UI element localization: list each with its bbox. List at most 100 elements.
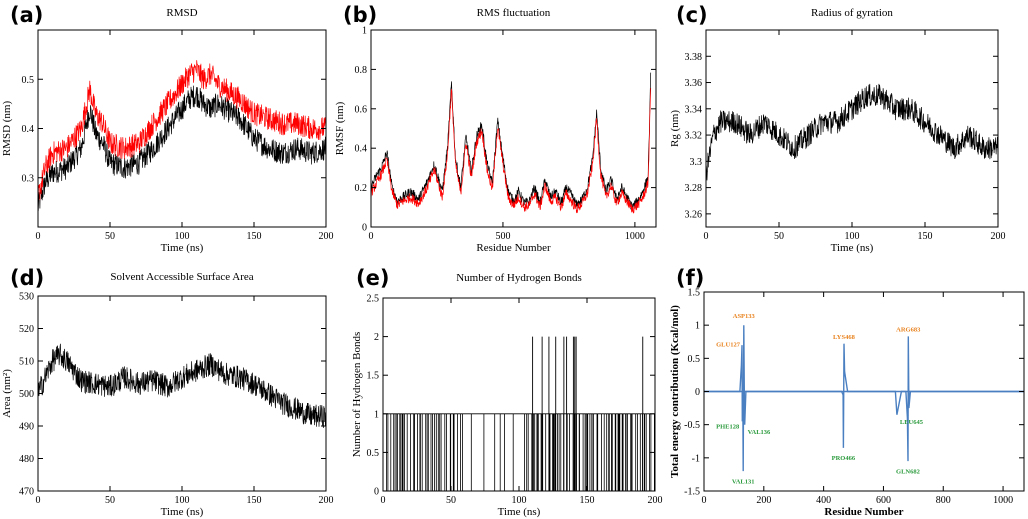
y-tick-label: 3.26	[685, 209, 703, 220]
y-tick-label: 510	[19, 357, 34, 368]
hbond-lines	[386, 413, 655, 491]
plot-area	[38, 343, 326, 428]
y-tick-label: 500	[19, 389, 34, 400]
y-tick-label: 2	[374, 332, 379, 343]
y-tick-label: 490	[19, 422, 34, 433]
chart-title: Solvent Accessible Surface Area	[110, 271, 253, 283]
residue-annotation: GLN682	[896, 468, 920, 475]
chart-title: Number of Hydrogen Bonds	[456, 272, 582, 284]
y-tick-label: 470	[19, 487, 34, 498]
residue-annotation: GLU127	[716, 342, 741, 349]
x-axis-label: Residue Number	[476, 242, 551, 254]
y-tick-label: 520	[19, 324, 34, 335]
panel-c: (c) Radius of gyration 0 50 100 150 200 3.26 3.2…	[669, 3, 1006, 254]
series-line-1	[38, 60, 326, 201]
residue-annotation: ASP133	[733, 313, 756, 320]
residue-annotation: PHE128	[716, 424, 740, 431]
x-tick-label: 50	[105, 231, 115, 242]
y-tick-label: 3.36	[685, 78, 703, 89]
x-tick-label: 200	[319, 495, 334, 506]
residue-annotation: ARG683	[896, 326, 921, 333]
y-tick-label: 3.3	[690, 157, 703, 168]
panel-letter: (e)	[356, 266, 389, 290]
x-tick-label: 50	[105, 495, 115, 506]
y-axis-label: RMSF (nm)	[334, 101, 346, 155]
x-axis-label: Time (ns)	[831, 242, 874, 254]
x-tick-label: 600	[876, 495, 891, 506]
x-tick-label: 0	[36, 495, 41, 506]
x-axis-label: Time (ns)	[161, 506, 204, 518]
x-tick-label: 400	[816, 495, 831, 506]
y-tick-label: 0	[362, 223, 367, 234]
y-tick-label: 1	[362, 26, 367, 37]
y-tick-label: -0.5	[684, 420, 700, 431]
residue-annotation: VAL131	[732, 478, 755, 485]
y-tick-label: 480	[19, 454, 34, 465]
y-tick-label: 0.5	[22, 75, 35, 86]
panel-letter: (f)	[676, 266, 704, 290]
y-tick-label: 0.5	[688, 354, 701, 365]
plot-area	[706, 83, 998, 181]
panel-e: (e) Number of Hydrogen Bonds 0 50 100 150 200 0…	[351, 266, 663, 518]
y-tick-label: 0.4	[355, 144, 368, 155]
series-line-0	[38, 343, 326, 428]
panel-f: (f) 0 200 400 600 800 1000 -1.5 -1 -0.5 0 0.5 1 1.5 Re…	[669, 266, 1025, 518]
panel-d: (d) Solvent Accessible Surface Area 0 50 100…	[1, 266, 334, 518]
panel-b: (b) RMS fluctuation 0 500 1000 0 0.2 0.4 0.6 0.8 1…	[334, 3, 657, 254]
residue-annotation: VAL136	[748, 429, 771, 436]
x-tick-label: 150	[247, 495, 262, 506]
panel-a: (a) RMSD 0 50 100 150 200 0.3 0.4 0.5 Time (ns) RMS…	[1, 3, 334, 254]
x-tick-label: 800	[936, 495, 951, 506]
residue-annotation: LEU645	[900, 419, 924, 426]
panel-letter: (b)	[343, 3, 377, 27]
y-tick-label: 0.6	[355, 104, 368, 115]
x-tick-label: 100	[175, 495, 190, 506]
y-axis-label: Rg (nm)	[669, 110, 681, 147]
y-tick-label: 2.5	[367, 294, 380, 305]
axes-frame	[370, 29, 657, 228]
x-tick-label: 500	[495, 231, 510, 242]
y-tick-label: 0.4	[22, 124, 35, 135]
residue-annotation: PRO466	[832, 455, 856, 462]
x-tick-label: 1000	[993, 495, 1013, 506]
y-axis-label: Number of Hydrogen Bonds	[351, 332, 363, 458]
x-tick-label: 50	[774, 231, 784, 242]
x-tick-label: 100	[512, 495, 527, 506]
plot-area	[371, 72, 652, 214]
x-tick-label: 0	[702, 495, 707, 506]
x-axis-label: Residue Number	[824, 506, 903, 518]
x-tick-label: 1000	[625, 231, 645, 242]
x-axis-label: Time (ns)	[161, 242, 204, 254]
x-tick-label: 200	[319, 231, 334, 242]
plot-area	[383, 336, 655, 491]
residue-annotation: LYS468	[833, 334, 856, 341]
y-axis-label: Total energy contribution (Kcal/mol)	[669, 305, 681, 478]
y-tick-label: 1	[695, 321, 700, 332]
y-tick-label: 530	[19, 292, 34, 303]
x-tick-label: 150	[580, 495, 595, 506]
x-tick-label: 100	[845, 231, 860, 242]
y-tick-label: 3.28	[685, 183, 703, 194]
axes-frame	[382, 297, 656, 492]
y-tick-label: 0.8	[355, 65, 368, 76]
y-tick-label: 0	[695, 387, 700, 398]
plot-area	[704, 325, 1024, 472]
series-line-0	[704, 325, 1024, 472]
series-line-0	[38, 85, 326, 211]
y-tick-label: -1	[692, 453, 700, 464]
y-tick-label: 0.5	[367, 448, 380, 459]
x-tick-label: 0	[369, 231, 374, 242]
y-tick-label: 0	[374, 487, 379, 498]
y-tick-label: 1	[374, 409, 379, 420]
y-tick-label: 3.38	[685, 52, 703, 63]
series-line-0	[706, 83, 998, 181]
axes-frame	[37, 295, 327, 492]
y-tick-label: 0.3	[22, 173, 35, 184]
y-tick-label: 3.32	[685, 131, 703, 142]
y-tick-label: 1.5	[688, 288, 701, 299]
panel-letter: (d)	[10, 266, 44, 290]
x-tick-label: 0	[381, 495, 386, 506]
x-tick-label: 100	[175, 231, 190, 242]
y-axis-label: RMSD (nm)	[1, 101, 13, 157]
